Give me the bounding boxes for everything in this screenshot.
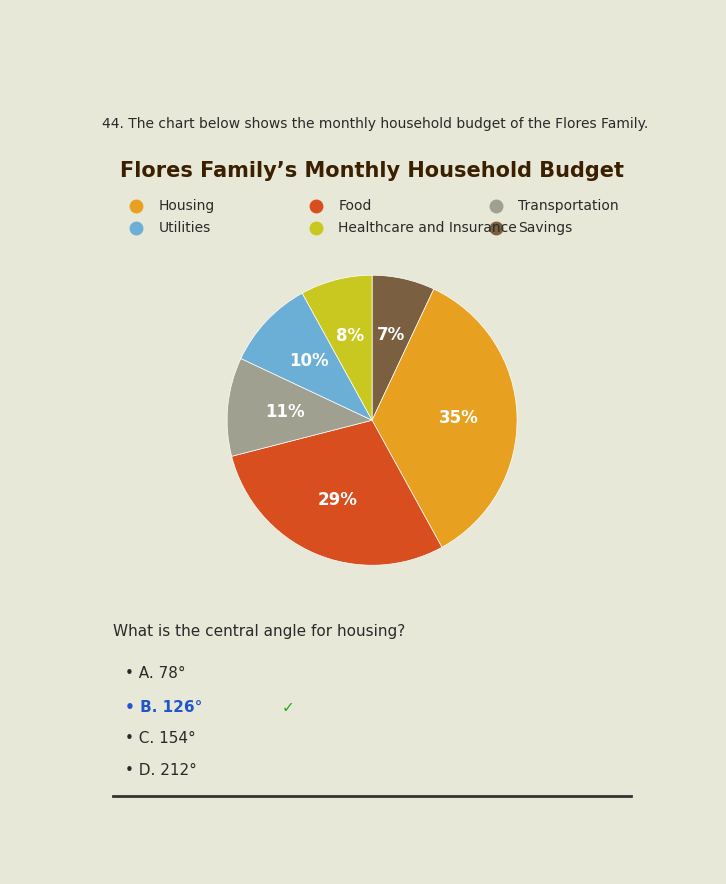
Text: Utilities: Utilities [158,221,211,235]
Wedge shape [302,275,372,420]
Text: 8%: 8% [336,327,364,345]
Text: 11%: 11% [266,403,305,421]
Wedge shape [232,420,442,565]
Text: What is the central angle for housing?: What is the central angle for housing? [113,624,406,639]
Wedge shape [241,293,372,420]
Text: • D. 212°: • D. 212° [125,763,197,778]
Wedge shape [227,359,372,456]
Text: Savings: Savings [518,221,573,235]
Text: ✓: ✓ [282,699,295,714]
Text: • A. 78°: • A. 78° [125,667,185,682]
Text: • C. 154°: • C. 154° [125,731,195,746]
Text: • B. 126°: • B. 126° [125,699,202,714]
Text: Healthcare and Insurance: Healthcare and Insurance [338,221,517,235]
Text: Food: Food [338,199,372,213]
Wedge shape [372,289,517,547]
Text: Housing: Housing [158,199,214,213]
Text: Flores Family’s Monthly Household Budget: Flores Family’s Monthly Household Budget [120,161,624,180]
Text: Transportation: Transportation [518,199,619,213]
Text: 29%: 29% [317,492,357,509]
Text: 35%: 35% [439,408,479,426]
Text: 44. The chart below shows the monthly household budget of the Flores Family.: 44. The chart below shows the monthly ho… [102,118,648,131]
Wedge shape [372,275,434,420]
Text: 10%: 10% [289,352,328,370]
Text: 7%: 7% [377,326,405,345]
